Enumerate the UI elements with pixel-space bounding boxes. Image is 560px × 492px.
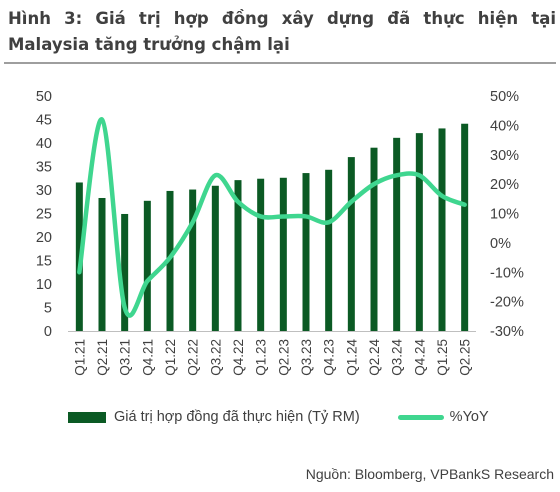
source-note: Nguồn: Bloomberg, VPBankS Research xyxy=(305,466,554,482)
bar xyxy=(211,185,219,331)
x-axis-tick-label: Q3.24 xyxy=(390,339,405,376)
x-axis-tick-label: Q3.22 xyxy=(208,339,223,376)
legend-label-line: %YoY xyxy=(449,409,489,425)
chart-title: Hình 3: Giá trị hợp đồng xây dựng đã thự… xyxy=(8,6,556,58)
bar xyxy=(415,133,423,331)
right-axis-tick-label: 0% xyxy=(490,236,511,252)
x-axis-tick-label: Q1.23 xyxy=(254,339,269,376)
x-axis-tick-label: Q1.25 xyxy=(435,339,450,376)
right-axis-tick-label: 10% xyxy=(490,207,519,223)
left-axis-tick-label: 0 xyxy=(44,324,52,340)
x-axis-tick-label: Q1.24 xyxy=(344,339,359,376)
left-axis-tick-label: 45 xyxy=(36,113,52,129)
bar xyxy=(121,213,129,331)
legend-label-bars: Giá trị hợp đồng đã thực hiện (Tỷ RM) xyxy=(114,409,360,425)
left-axis-tick-label: 20 xyxy=(36,230,52,246)
line-series xyxy=(77,117,467,318)
x-axis-tick-label: Q2.23 xyxy=(276,339,291,376)
x-axis: Q1.21 Q2.21 Q3.21 Q4.21 Q1.22 Q2.22 Q3.22 Q4.22… xyxy=(68,331,476,376)
bar xyxy=(279,177,287,331)
left-axis: 0 5 10 15 20 25 30 35 40 45 50 xyxy=(36,89,52,340)
left-axis-tick-label: 25 xyxy=(36,207,52,223)
combo-chart: 0 5 10 15 20 25 30 35 40 45 50 -30% -20% -10% 0% 10% 20… xyxy=(36,89,524,376)
yoy-line xyxy=(77,117,467,318)
left-axis-tick-label: 10 xyxy=(36,277,52,293)
left-axis-tick-label: 40 xyxy=(36,136,52,152)
left-axis-tick-label: 5 xyxy=(44,301,52,317)
bar xyxy=(461,123,469,331)
right-axis: -30% -20% -10% 0% 10% 20% 30% 40% 50% xyxy=(490,89,524,340)
x-axis-tick-label: Q1.22 xyxy=(163,339,178,376)
bar xyxy=(347,157,355,331)
left-axis-tick-label: 35 xyxy=(36,160,52,176)
legend-swatch-bar xyxy=(68,411,106,423)
legend-item-bars: Giá trị hợp đồng đã thực hiện (Tỷ RM) xyxy=(68,409,360,425)
bar-series xyxy=(75,123,469,331)
x-axis-tick-label: Q4.23 xyxy=(322,339,337,376)
legend-item-line: %YoY xyxy=(360,409,489,425)
left-axis-tick-label: 15 xyxy=(36,254,52,270)
bar xyxy=(438,128,446,331)
x-axis-tick-label: Q2.21 xyxy=(95,339,110,376)
x-axis-tick-label: Q1.21 xyxy=(72,339,87,376)
bar xyxy=(325,169,333,331)
x-axis-tick-label: Q3.23 xyxy=(299,339,314,376)
bar xyxy=(98,197,106,331)
x-axis-tick-label: Q2.25 xyxy=(458,339,473,376)
bar xyxy=(257,178,265,331)
bar xyxy=(302,173,310,331)
right-axis-tick-label: 30% xyxy=(490,148,519,164)
x-axis-tick-label: Q2.22 xyxy=(186,339,201,376)
left-axis-tick-label: 30 xyxy=(36,183,52,199)
bar xyxy=(370,147,378,331)
legend-swatch-line xyxy=(397,414,444,420)
right-axis-tick-label: 20% xyxy=(490,177,519,193)
chart-title-line-2: Malaysia tăng trưởng chậm lại xyxy=(8,35,290,54)
legend: Giá trị hợp đồng đã thực hiện (Tỷ RM) %Y… xyxy=(68,409,489,425)
chart-title-line-1: Hình 3: Giá trị hợp đồng xây dựng đã thự… xyxy=(8,9,556,28)
x-axis-tick-label: Q4.24 xyxy=(412,339,427,376)
title-divider xyxy=(4,62,556,64)
x-axis-tick-label: Q2.24 xyxy=(367,339,382,376)
bar xyxy=(234,180,242,331)
bar xyxy=(189,189,197,331)
bar xyxy=(393,137,401,331)
right-axis-tick-label: -20% xyxy=(490,295,524,311)
x-axis-tick-label: Q3.21 xyxy=(118,339,133,376)
right-axis-tick-label: 50% xyxy=(490,89,519,105)
x-axis-tick-label: Q4.21 xyxy=(140,339,155,376)
right-axis-tick-label: 40% xyxy=(490,118,519,134)
left-axis-tick-label: 50 xyxy=(36,89,52,105)
right-axis-tick-label: -10% xyxy=(490,265,524,281)
bar xyxy=(143,200,151,331)
x-axis-tick-label: Q4.22 xyxy=(231,339,246,376)
right-axis-tick-label: -30% xyxy=(490,324,524,340)
